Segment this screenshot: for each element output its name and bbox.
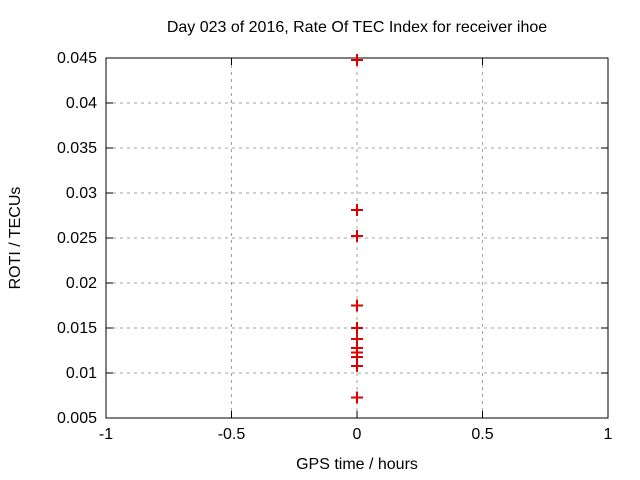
y-tick-label: 0.015 xyxy=(57,320,97,337)
y-tick-label: 0.03 xyxy=(66,185,97,202)
x-tick-label: 0.5 xyxy=(471,426,493,443)
y-tick-label: 0.02 xyxy=(66,275,97,292)
x-tick-label: -0.5 xyxy=(218,426,246,443)
x-tick-label: 0 xyxy=(353,426,362,443)
x-tick-label: 1 xyxy=(604,426,613,443)
y-tick-label: 0.025 xyxy=(57,230,97,247)
y-tick-label: 0.045 xyxy=(57,50,97,67)
y-tick-label: 0.035 xyxy=(57,140,97,157)
y-tick-label: 0.04 xyxy=(66,95,97,112)
y-axis-label: ROTI / TECUs xyxy=(7,187,24,290)
x-axis-label: GPS time / hours xyxy=(296,456,418,473)
y-tick-label: 0.01 xyxy=(66,365,97,382)
chart-title: Day 023 of 2016, Rate Of TEC Index for r… xyxy=(167,19,547,36)
y-tick-label: 0.005 xyxy=(57,410,97,427)
x-tick-label: -1 xyxy=(99,426,113,443)
